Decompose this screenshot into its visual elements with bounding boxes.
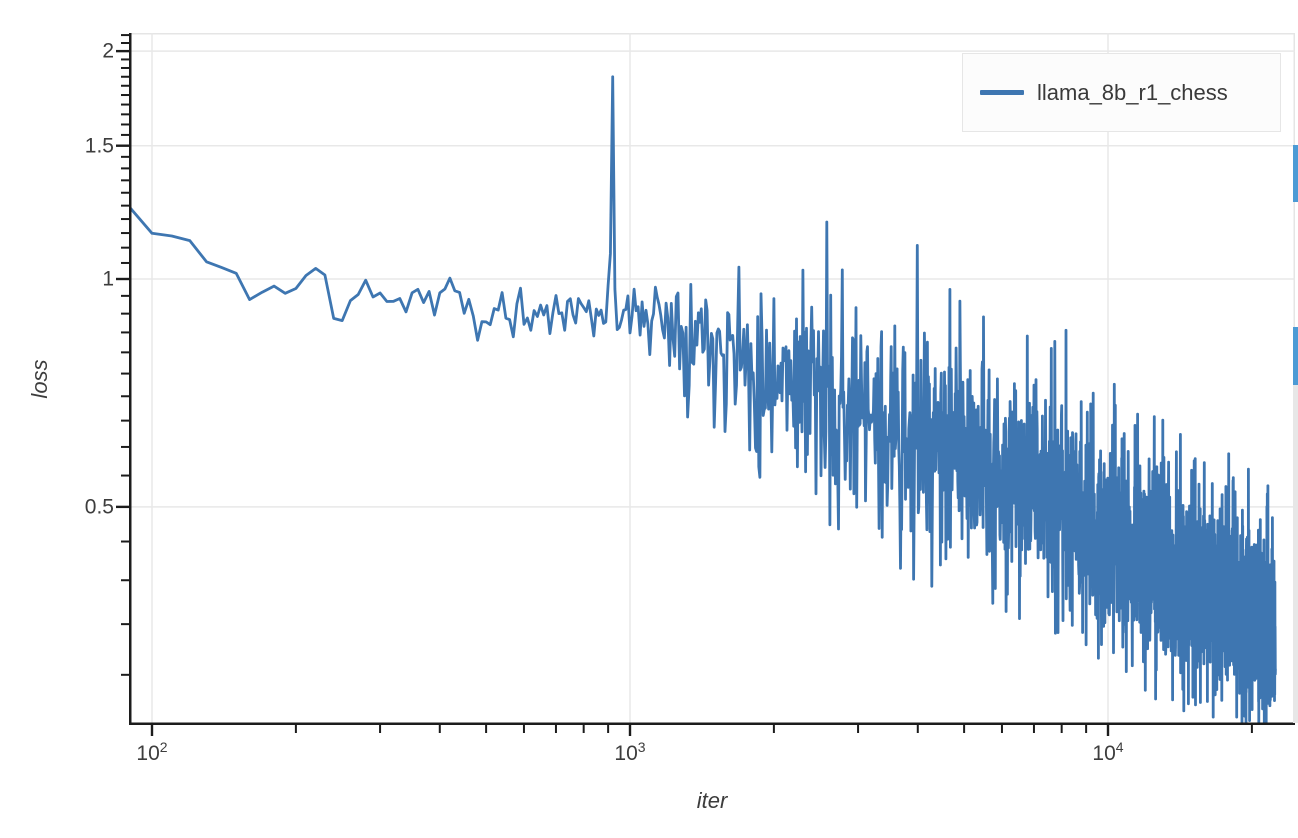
loss-series-line[interactable]: [129, 75, 1277, 724]
y-tick-label: 1: [102, 267, 114, 291]
legend[interactable]: llama_8b_r1_chess: [962, 53, 1281, 132]
axes-layer: [116, 33, 1295, 736]
x-axis-title: iter: [696, 788, 728, 813]
right-edge-blue-fragment-mid: [1293, 327, 1298, 385]
x-tick-label: 102: [136, 739, 168, 765]
x-tick-label: 104: [1092, 739, 1124, 765]
x-tick-label: 103: [614, 739, 646, 765]
y-tick-label: 1.5: [84, 134, 114, 158]
y-tick-label: 2: [102, 39, 114, 63]
right-edge-blue-fragment-top: [1293, 145, 1298, 202]
right-edge-strip: [1293, 385, 1298, 723]
legend-label: llama_8b_r1_chess: [1037, 79, 1228, 105]
y-axis-title: loss: [27, 359, 52, 399]
legend-line-swatch: [980, 90, 1024, 95]
y-tick-label: 0.5: [84, 495, 114, 519]
